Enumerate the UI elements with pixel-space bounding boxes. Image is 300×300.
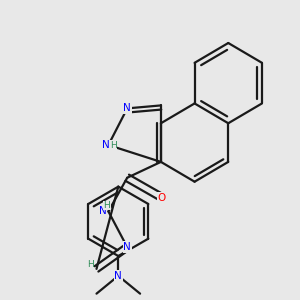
Text: H: H [103,201,110,210]
Text: O: O [158,193,166,202]
Text: N: N [102,140,110,150]
Text: H: H [87,260,94,269]
Text: H: H [110,140,117,149]
Text: N: N [99,206,107,216]
Text: N: N [114,271,122,281]
Text: N: N [123,242,131,252]
Text: N: N [123,103,131,113]
